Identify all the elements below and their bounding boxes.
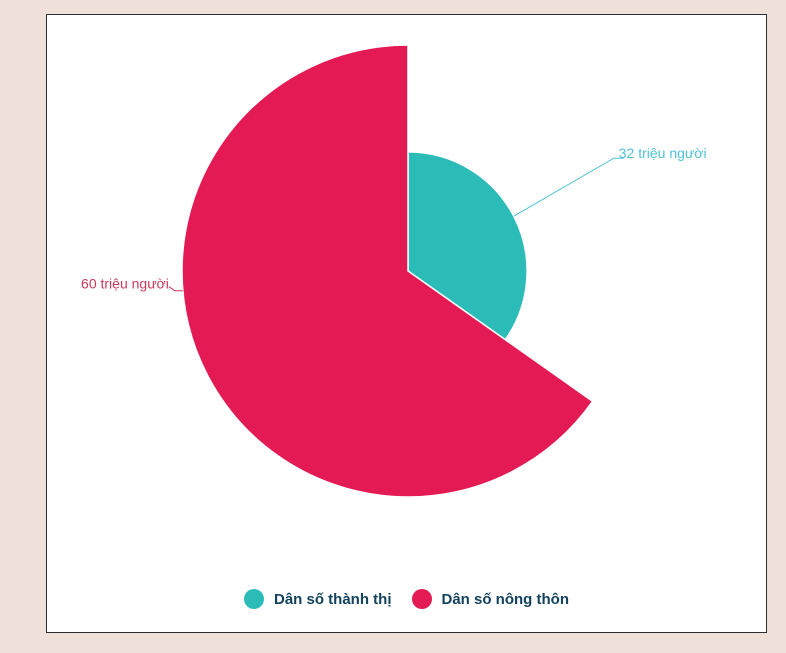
pie-chart: 32 triệu người 60 triệu người bbox=[81, 44, 707, 498]
chart-frame: 32 triệu người 60 triệu người Dân số thàn… bbox=[46, 14, 767, 633]
data-label-rural: 60 triệu người bbox=[81, 276, 169, 292]
legend-label-urban: Dân số thành thị bbox=[274, 590, 392, 608]
legend-item-rural[interactable]: Dân số nông thôn bbox=[411, 589, 569, 609]
leader-line-urban bbox=[513, 157, 624, 217]
data-label-urban: 32 triệu người bbox=[619, 145, 707, 161]
chart-legend: Dân số thành thị Dân số nông thôn bbox=[47, 589, 766, 609]
legend-label-rural: Dân số nông thôn bbox=[441, 590, 569, 608]
pie-slice-urban[interactable] bbox=[407, 151, 528, 341]
pie-slice-rural[interactable] bbox=[181, 44, 594, 498]
leader-line-rural bbox=[168, 286, 183, 292]
legend-item-urban[interactable]: Dân số thành thị bbox=[244, 589, 392, 609]
legend-swatch-rural bbox=[411, 589, 432, 609]
legend-swatch-urban bbox=[244, 589, 264, 609]
